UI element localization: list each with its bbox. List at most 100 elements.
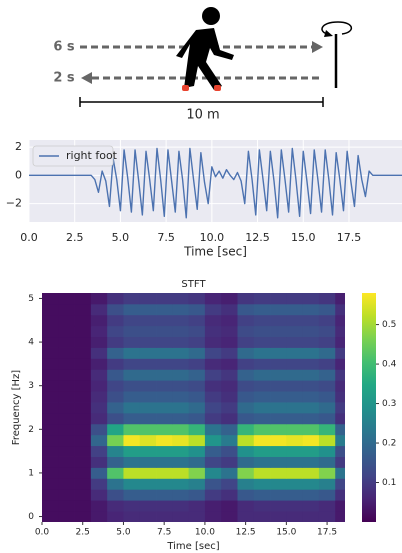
heatmap-cell [318, 445, 336, 457]
heatmap-cell [270, 336, 287, 348]
heatmap-cell [188, 391, 206, 403]
heatmap-cell [172, 391, 190, 403]
heatmap-cell [172, 293, 190, 305]
data-line [29, 147, 402, 219]
y-tick-label: 4 [28, 338, 34, 348]
heatmap-cell [74, 303, 92, 316]
heatmap-cell [42, 303, 59, 316]
heatmap-cell [74, 380, 92, 392]
heatmap-cell [204, 336, 222, 348]
heatmap-cell [188, 293, 206, 305]
heatmap-cell [270, 434, 287, 447]
heatmap-cell [302, 358, 320, 370]
heatmap-cell [204, 314, 222, 327]
heatmap-cell [188, 369, 206, 381]
heatmap-cell [156, 336, 173, 348]
heatmap-cell [139, 434, 157, 447]
heatmap-cell [172, 369, 190, 381]
heatmap-cell [253, 369, 271, 381]
heatmap-cell [204, 402, 222, 414]
heatmap-cell [335, 478, 345, 490]
heatmap-cell [58, 434, 75, 447]
heatmap-cell [42, 402, 59, 414]
heatmap-cell [123, 412, 141, 425]
heatmap-cell [286, 489, 304, 501]
heatmap-cell [221, 500, 238, 512]
heatmap-cell [302, 314, 320, 327]
heatmap-cell [253, 412, 271, 425]
heatmap-cell [123, 336, 141, 348]
heatmap-cell [270, 358, 287, 370]
heatmap-cell [156, 347, 173, 359]
x-tick-label: 10.0 [200, 231, 225, 244]
heatmap-cell [253, 380, 271, 392]
heatmap-cell [335, 380, 345, 392]
heatmap-cell [90, 314, 108, 327]
heatmap-cell [221, 369, 238, 381]
y-tick-label: 3 [28, 381, 34, 391]
heatmap-cell [204, 325, 222, 338]
heatmap-cell [90, 500, 108, 512]
heatmap-cell [90, 402, 108, 414]
heatmap-cell [58, 314, 75, 327]
heatmap-cell [58, 456, 75, 468]
heatmap-cell [188, 478, 206, 490]
heatmap-cell [74, 336, 92, 348]
heatmap-cell [90, 293, 108, 305]
heatmap-cell [302, 412, 320, 425]
heatmap-cell [139, 293, 157, 305]
heatmap-cell [90, 478, 108, 490]
heatmap-cell [253, 303, 271, 316]
heatmap-cell [123, 456, 141, 468]
heatmap-cell [188, 358, 206, 370]
heatmap-cell [90, 467, 108, 479]
y-tick-label: 0 [28, 512, 34, 522]
heatmap-cell [335, 467, 345, 479]
heatmap-cell [58, 303, 75, 316]
heatmap-cell [58, 347, 75, 359]
heatmap-cell [188, 314, 206, 327]
heatmap-cell [318, 293, 336, 305]
heatmap-cell [172, 314, 190, 327]
heatmap-cell [253, 314, 271, 327]
heatmap-cell [237, 500, 255, 512]
heatmap-cell [188, 336, 206, 348]
heatmap-cell [335, 369, 345, 381]
heatmap-cell [188, 303, 206, 316]
heatmap-cell [42, 369, 59, 381]
heatmap-cell [42, 380, 59, 392]
heatmap-cell [90, 434, 108, 447]
legend-box [32, 145, 114, 167]
heatmap-cell [318, 412, 336, 425]
heatmap-cell [74, 478, 92, 490]
heatmap-cell [237, 456, 255, 468]
heatmap-cell [42, 511, 59, 522]
heatmap-cell [58, 511, 75, 522]
heatmap-cell [270, 325, 287, 338]
y-tick-label: −2 [6, 197, 22, 210]
arrowhead [81, 72, 92, 84]
heatmap-cell [74, 456, 92, 468]
heatmap-cell [204, 478, 222, 490]
heatmap-cell [221, 358, 238, 370]
x-tick-label: 12.5 [236, 528, 256, 538]
heatmap-cell [139, 402, 157, 414]
colorbar [362, 293, 376, 522]
heatmap-cell [90, 489, 108, 501]
heatmap-cell [237, 511, 255, 522]
heatmap-cell [335, 358, 345, 370]
heatmap-cell [156, 445, 173, 457]
heatmap-cell [123, 445, 141, 457]
heatmap-cell [237, 380, 255, 392]
heatmap-cell [253, 347, 271, 359]
heatmap-cell [302, 511, 320, 522]
heatmap-cell [237, 391, 255, 403]
heatmap-cell [204, 347, 222, 359]
heatmap-cell [335, 293, 345, 305]
heatmap-cell [253, 391, 271, 403]
heatmap-cell [302, 369, 320, 381]
heatmap-cell [204, 293, 222, 305]
heatmap-cell [107, 434, 124, 447]
heatmap-cell [172, 456, 190, 468]
heatmap-cell [221, 391, 238, 403]
